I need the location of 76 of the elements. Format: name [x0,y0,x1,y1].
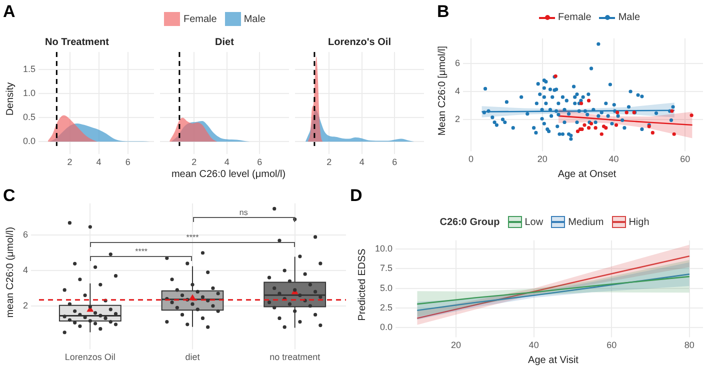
legend-label: Female [558,12,592,23]
chart-title: Lorenzo's Oil [328,36,392,48]
significance-bracket: **** [90,247,192,262]
significance-bracket: **** [90,232,295,247]
point [650,130,654,135]
legend-label: High [628,216,650,228]
point [586,98,591,102]
annotation: **** [186,232,199,242]
x-tick-label: 60 [606,340,617,350]
text: D [350,186,362,206]
point [594,126,598,130]
y-tick-label: 4 [22,265,28,276]
y-axis-title: mean C26:0 (μmol/l) [4,226,16,318]
legend-title: C26:0 Group [440,216,500,228]
x-tick-label: 80 [684,340,694,350]
x-tick-label: 2 [192,156,197,167]
y-axis-title: Predicted EDSS [356,248,368,321]
point [614,123,618,127]
chart-title: Diet [215,36,235,48]
y-tick-label: 1.5 [22,64,36,74]
y-tick-label: 2.5 [380,302,393,312]
x-tick-label: 6 [257,156,262,167]
y-tick-label: 0.0 [380,322,393,332]
chart-title: No Treatment [45,36,110,48]
legend-label: Low [524,216,544,228]
x-tick-label: no treatment [270,352,321,362]
point [624,110,628,114]
legend-label: Female [183,14,217,24]
significance-bracket: ns [192,208,295,222]
x-tick-label: 4 [224,156,230,167]
x-tick-label: 20 [537,154,548,164]
y-tick-label: 6 [454,58,460,68]
x-tick-label: 40 [528,340,539,350]
x-tick-label: 2 [326,156,332,167]
annotation: **** [135,247,148,256]
x-tick-label: 4 [359,156,364,167]
y-axis-title: Mean C26:0 [μmol/l] [436,46,448,136]
x-axis-title: Age at Visit [528,354,579,366]
x-tick-label: 6 [125,156,130,167]
x-tick-label: 0 [468,154,474,164]
y-tick-label: 10.0 [374,244,393,254]
x-tick-label: Lorenzos Oil [64,352,116,362]
point [604,126,608,130]
x-tick-label: 60 [680,154,690,164]
point [616,110,620,114]
point [576,130,580,134]
x-axis-title: mean C26:0 level (μmol/l) [171,168,286,180]
y-tick-label: 1.0 [22,88,36,98]
y-tick-label: 5.0 [380,282,393,293]
text: B [437,2,450,22]
legend-label: Male [244,14,266,24]
y-tick-label: 2 [22,300,28,310]
point [672,132,676,136]
x-tick-label: 40 [608,154,619,164]
y-tick-label: 7.5 [380,263,393,274]
text: C [3,186,16,206]
legend-label: Medium [568,216,604,228]
x-tick-label: 4 [96,156,102,167]
point [579,102,584,106]
x-tick-label: 2 [67,156,72,167]
point [600,132,604,136]
y-tick-label: 2 [454,114,460,124]
y-tick-label: 0.5 [22,112,36,122]
y-axis-title: Density [4,82,16,116]
point [582,123,586,127]
y-tick-label: 4 [454,86,460,96]
y-tick-label: 6 [22,230,28,240]
y-tick-label: 0.0 [22,136,36,146]
x-tick-label: 20 [451,340,462,350]
x-axis-title: Age at Onset [558,168,616,180]
x-tick-label: diet [185,352,200,362]
point [690,113,694,118]
legend-label: Male [618,12,640,23]
text: A [3,2,16,22]
point [586,126,591,130]
annotation: ns [239,208,248,218]
